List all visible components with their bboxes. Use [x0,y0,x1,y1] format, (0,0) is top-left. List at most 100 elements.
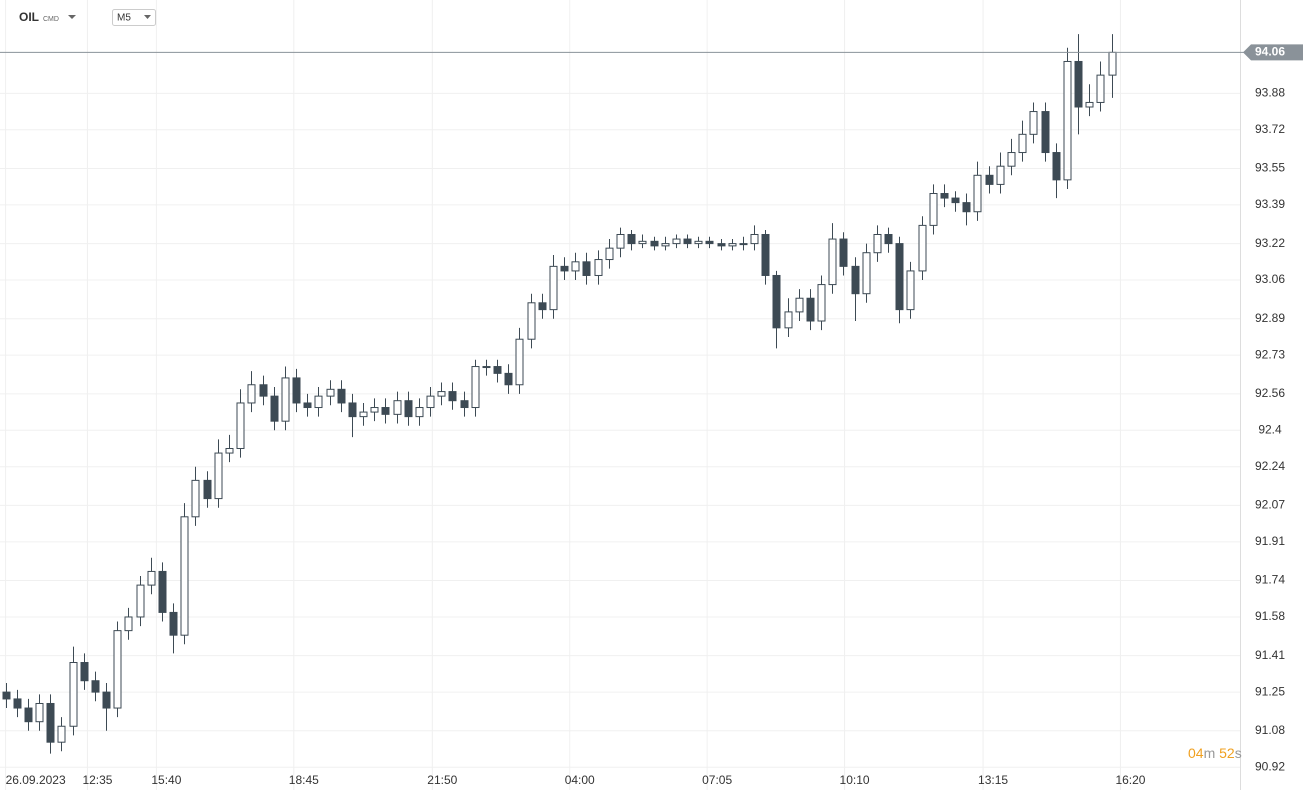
candle-body [80,662,89,682]
candle-body [270,395,279,422]
candle-body [884,233,893,245]
y-tick-label: 92.4 [1258,422,1282,436]
x-tick-label: 21:50 [427,773,457,787]
symbol[interactable]: OIL [19,10,39,24]
candle-body [918,224,927,272]
candle-body [705,240,714,245]
candle-body [560,265,569,272]
candle-body [415,407,424,418]
countdown-seconds: 52 [1219,745,1235,761]
candle-body [303,402,312,409]
toolbar: OIL CMD M5 [19,9,156,26]
timeframe-box[interactable] [112,9,156,26]
y-tick-label: 91.25 [1255,684,1285,698]
candle-body [940,193,949,199]
candle-body [761,233,770,276]
candle-body [281,377,290,422]
y-tick-label: 92.73 [1255,347,1285,361]
candle-body [538,302,547,311]
candle-body [549,265,558,311]
y-tick-label: 93.88 [1255,86,1285,100]
candle-body [1007,152,1016,167]
candle-body [35,702,44,723]
candle-body [717,243,726,247]
x-tick-label: 04:00 [565,773,595,787]
candle-body [404,400,413,418]
candle-body [895,243,904,311]
candle-body [851,265,860,295]
x-tick-label: 13:15 [978,773,1008,787]
candle-body [650,240,659,247]
candle-body [493,366,502,374]
y-tick-label: 93.55 [1255,161,1285,175]
candle-body [862,252,871,295]
candle-body [337,388,346,404]
candle-body [795,297,804,313]
timeframe-dropdown[interactable] [144,15,151,19]
y-tick-label: 92.56 [1255,386,1285,400]
x-tick-label: 26.09.2023 [6,773,66,787]
countdown: 04m 52s [1188,745,1242,761]
candle-body [750,233,759,245]
y-tick-label: 92.24 [1255,459,1285,473]
candle-body [996,165,1005,185]
candle-body [1018,133,1027,154]
y-tick-label: 93.39 [1255,197,1285,211]
y-tick-label: 93.06 [1255,272,1285,286]
candle-body [1074,60,1083,108]
candle-body [448,391,457,402]
y-tick-label: 93.72 [1255,122,1285,136]
candle-body [1052,152,1061,181]
candle-body [348,402,357,418]
x-tick-label: 15:40 [151,773,181,787]
candle-body [1029,111,1038,135]
candle-body [292,377,301,404]
candle-body [158,570,167,613]
candle-body [1096,74,1105,103]
candle-body [326,388,335,397]
candle-body [806,297,815,322]
timeframe: M5 [117,13,131,24]
x-tick-label: 16:20 [1115,773,1145,787]
candle-body [694,240,703,245]
y-tick-label: 92.89 [1255,311,1285,325]
candle-body [784,311,793,329]
candle-body [214,452,223,500]
candle-body [460,400,469,409]
candle-body [13,698,22,709]
candle-body [973,174,982,213]
y-tick-label: 91.08 [1255,723,1285,737]
candles [2,34,1117,754]
candle-body [594,259,603,276]
candle-body [1063,60,1072,181]
candle-body [772,274,781,329]
candle-body [962,202,971,213]
candle-body [1108,51,1117,76]
candle-body [91,680,100,693]
candle-body [1085,101,1094,108]
candle-body [393,400,402,415]
candle-body [437,391,446,397]
candle-body [136,584,145,618]
y-tick-label: 91.58 [1255,609,1285,623]
candle-body [828,238,837,286]
symbol-dropdown[interactable] [68,15,76,19]
candle-body [426,395,435,409]
candle-body [728,243,737,247]
candle-body [147,570,156,586]
candle-body [605,247,614,261]
candle-body [370,407,379,413]
candle-body [247,384,256,404]
candle-body [906,270,915,311]
x-tick-label: 10:10 [840,773,870,787]
candle-body [504,372,513,386]
grid [0,0,1241,790]
candle-body [1041,111,1050,154]
current-price-label: 94.06 [1255,45,1285,59]
candle-body [661,243,670,247]
x-tick-label: 12:35 [82,773,112,787]
candle-body [951,197,960,204]
candle-body [739,243,748,246]
